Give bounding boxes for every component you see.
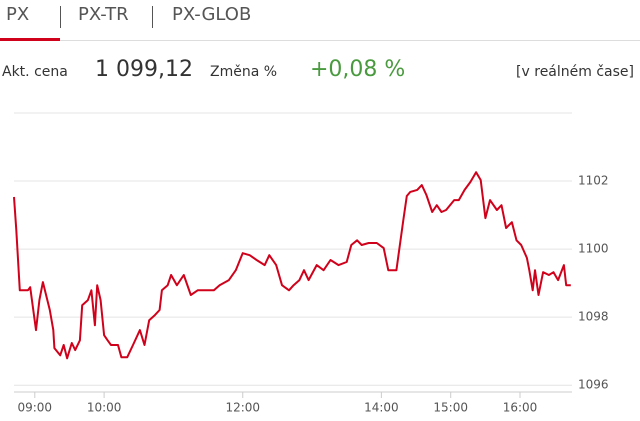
price-label: Akt. cena (2, 64, 68, 80)
x-tick-label: 15:00 (433, 401, 468, 415)
y-tick-label: 1102 (578, 174, 609, 188)
price: 1 099,12 (95, 57, 193, 82)
tab-border (0, 40, 640, 41)
change: +0,08 % (310, 57, 406, 82)
active-tab-underline (0, 38, 60, 41)
price-line (13, 171, 571, 360)
x-tick-label: 12:00 (225, 401, 260, 415)
tab[interactable]: PX-GLOB (172, 4, 252, 25)
separator (60, 6, 61, 28)
separator (152, 6, 153, 28)
x-tick-label: 14:00 (364, 401, 399, 415)
x-tick-label: 10:00 (87, 401, 122, 415)
y-tick-label: 1098 (578, 310, 609, 324)
tab[interactable]: PX (6, 4, 30, 25)
y-tick-label: 1096 (578, 378, 609, 392)
change-label: Změna % (210, 64, 278, 80)
x-tick-label: 16:00 (503, 401, 538, 415)
y-tick-label: 1100 (578, 242, 609, 256)
realtime-note: [v reálném čase] (516, 64, 634, 80)
tab[interactable]: PX-TR (78, 4, 129, 25)
x-tick-label: 09:00 (17, 401, 52, 415)
